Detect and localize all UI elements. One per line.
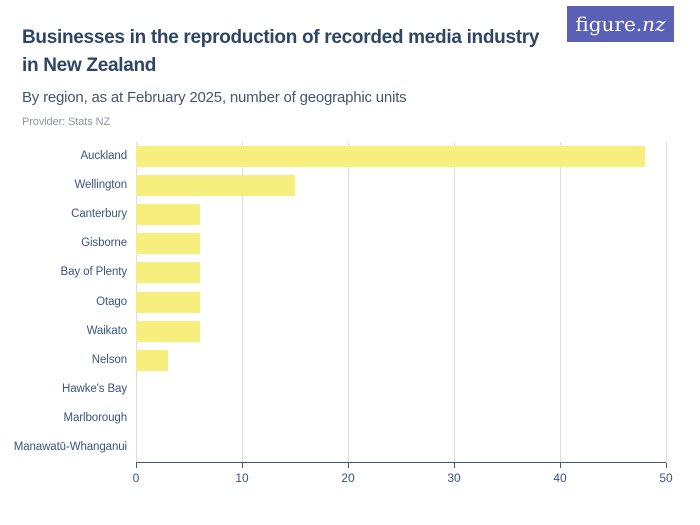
category-label: Auckland xyxy=(80,150,127,163)
plot-area: Auckland Wellington Canterbury Gisborne Bay … xyxy=(14,142,667,462)
chart-title-line1: Businesses in the reproduction of record… xyxy=(22,27,540,48)
category-label: Hawke's Bay xyxy=(61,382,127,395)
axis-tick xyxy=(559,463,561,468)
logo-text: figure. xyxy=(575,12,643,36)
chart-header: Businesses in the reproduction of record… xyxy=(22,24,562,128)
logo-text-nz: nz xyxy=(642,12,666,36)
figure-nz-logo[interactable]: figure. nz xyxy=(567,6,674,42)
chart-title-line2: in New Zealand xyxy=(22,55,157,76)
axis-tick-label: 20 xyxy=(341,471,355,485)
category-label: Nelson xyxy=(91,353,127,366)
bar xyxy=(136,146,645,168)
gridline xyxy=(241,142,243,462)
gridline xyxy=(665,142,667,462)
category-label: Manawatū-Whanganui xyxy=(13,440,127,453)
x-axis: 0 10 20 30 40 50 xyxy=(132,462,673,496)
category-label: Wellington xyxy=(74,179,128,192)
axis-tick-label: 0 xyxy=(132,471,140,485)
category-label: Canterbury xyxy=(71,208,127,221)
category-label: Bay of Plenty xyxy=(60,266,128,279)
axis-tick xyxy=(453,463,455,468)
bar xyxy=(136,233,200,255)
category-label: Marlborough xyxy=(63,411,128,424)
bar xyxy=(136,291,200,313)
bar xyxy=(136,320,200,342)
axis-tick-label: 40 xyxy=(553,471,567,485)
axis-tick-label: 30 xyxy=(447,471,461,485)
chart-subtitle: By region, as at February 2025, number o… xyxy=(22,89,407,106)
axis-tick xyxy=(135,463,137,468)
gridline xyxy=(347,142,349,462)
bar xyxy=(136,349,168,371)
category-label: Gisborne xyxy=(81,237,127,250)
provider-label: Provider: Stats NZ xyxy=(22,116,111,128)
chart-title: Businesses in the reproduction of record… xyxy=(22,24,562,80)
bar xyxy=(136,204,200,226)
axis-tick-label: 10 xyxy=(235,471,249,485)
gridline xyxy=(453,142,455,462)
axis-tick-label: 50 xyxy=(659,471,673,485)
gridline xyxy=(559,142,561,462)
bar xyxy=(136,175,295,197)
axis-tick xyxy=(347,463,349,468)
category-label: Waikato xyxy=(86,324,128,337)
axis-tick xyxy=(241,463,243,468)
axis-tick xyxy=(665,463,667,468)
bar xyxy=(136,262,200,284)
category-label: Otago xyxy=(96,295,127,308)
